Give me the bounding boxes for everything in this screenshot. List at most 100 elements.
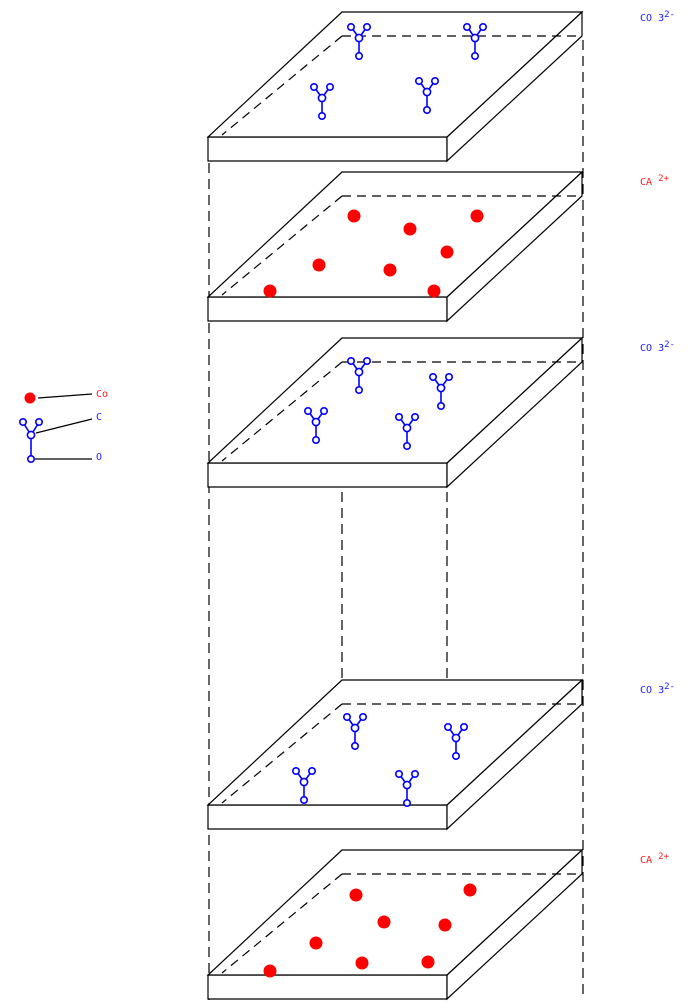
calcium-ion: [403, 222, 417, 236]
calcium-ion: [347, 209, 361, 223]
carbon-atom: [354, 33, 364, 43]
oxygen-atom: [342, 712, 351, 721]
legend-leader: [37, 393, 93, 399]
carbon-atom: [451, 733, 461, 743]
slab-hidden-edge: [221, 195, 343, 296]
oxygen-atom: [410, 412, 419, 421]
carbonate-ion: [291, 766, 316, 804]
legend-calcium-marker: [24, 392, 36, 404]
oxygen-atom: [422, 106, 431, 115]
oxygen-atom: [428, 372, 437, 381]
ion-subscript: 3: [658, 343, 665, 354]
carbon-atom: [317, 93, 327, 103]
slab-front-face: [207, 974, 448, 1000]
layer-4-ion-label: CO 32-: [640, 682, 675, 696]
layer-3-slab: [206, 336, 584, 489]
legend-leader: [35, 418, 93, 434]
oxygen-atom: [402, 798, 411, 807]
ion-symbol: CA: [640, 855, 653, 866]
ion-symbol: CO: [640, 685, 653, 696]
oxygen-atom: [34, 417, 43, 426]
oxygen-atom: [462, 22, 471, 31]
oxygen-atom: [319, 406, 328, 415]
carbonate-ion: [394, 769, 419, 807]
ion-charge: 2+: [658, 852, 669, 862]
oxygen-atom: [317, 112, 326, 121]
oxygen-atom: [307, 766, 316, 775]
oxygen-atom: [459, 722, 468, 731]
oxygen-atom: [325, 83, 334, 92]
oxygen-atom: [414, 77, 423, 86]
legend-oxygen-label: O: [96, 452, 103, 463]
ion-symbol: CA: [640, 177, 653, 188]
calcium-ion: [463, 883, 477, 897]
slab-hidden-edge: [221, 703, 343, 804]
carbon-atom: [26, 430, 36, 440]
oxygen-atom: [410, 769, 419, 778]
carbonate-ion: [346, 356, 371, 394]
ion-charge: 2-: [664, 10, 675, 20]
oxygen-atom: [311, 435, 320, 444]
calcium-ion: [263, 964, 277, 978]
layer-2-slab: [206, 170, 584, 323]
slab-top-face: [206, 679, 584, 806]
slab-front-face: [207, 804, 448, 830]
oxygen-atom: [362, 22, 371, 31]
carbon-atom: [422, 87, 432, 97]
carbon-atom: [350, 723, 360, 733]
ion-subscript: 3: [658, 13, 665, 24]
oxygen-atom: [358, 712, 367, 721]
slab-top-face: [206, 849, 584, 976]
oxygen-atom: [451, 751, 460, 760]
calcium-ion: [263, 284, 277, 298]
slab-top-face: [206, 171, 584, 298]
oxygen-atom: [436, 401, 445, 410]
slab-top-face: [206, 11, 584, 138]
oxygen-atom: [18, 417, 27, 426]
oxygen-atom: [354, 385, 363, 394]
calcium-ion: [355, 956, 369, 970]
oxygen-atom: [362, 356, 371, 365]
layer-2-ion-label: CA 2+: [640, 174, 669, 188]
carbonate-ion: [309, 83, 334, 121]
carbon-atom: [311, 417, 321, 427]
layer-4-slab: [206, 678, 584, 831]
oxygen-atom: [350, 741, 359, 750]
ion-charge: 2-: [664, 340, 675, 350]
ion-charge: 2+: [658, 174, 669, 184]
slab-hidden-edge: [221, 873, 343, 974]
oxygen-atom: [309, 83, 318, 92]
carbon-atom: [354, 367, 364, 377]
oxygen-atom: [444, 372, 453, 381]
calcium-ion: [421, 955, 435, 969]
oxygen-atom: [402, 441, 411, 450]
layer-5-ion-label: CA 2+: [640, 852, 669, 866]
carbonate-ion: [342, 712, 367, 750]
oxygen-atom: [346, 22, 355, 31]
calcium-ion: [312, 258, 326, 272]
slab-top-face: [206, 337, 584, 464]
carbonate-ion: [443, 722, 468, 760]
oxygen-atom: [443, 722, 452, 731]
legend: [18, 392, 93, 463]
layer-3-ion-label: CO 32-: [640, 340, 675, 354]
carbon-atom: [436, 383, 446, 393]
oxygen-atom: [430, 77, 439, 86]
carbon-atom: [402, 780, 412, 790]
oxygen-atom: [26, 454, 35, 463]
carbon-atom: [299, 777, 309, 787]
layer-1-slab: [206, 10, 584, 163]
carbon-atom: [402, 423, 412, 433]
oxygen-atom: [354, 51, 363, 60]
calcium-ion: [440, 245, 454, 259]
legend-carbonate-marker: [18, 417, 43, 463]
calcium-ion: [349, 888, 363, 902]
ion-subscript: 3: [658, 685, 665, 696]
oxygen-atom: [303, 406, 312, 415]
ion-symbol: CO: [640, 343, 653, 354]
ion-charge: 2-: [664, 682, 675, 692]
layer-1-ion-label: CO 32-: [640, 10, 675, 24]
slab-hidden-edge: [221, 361, 343, 462]
carbonate-ion: [346, 22, 371, 60]
carbon-atom: [470, 33, 480, 43]
